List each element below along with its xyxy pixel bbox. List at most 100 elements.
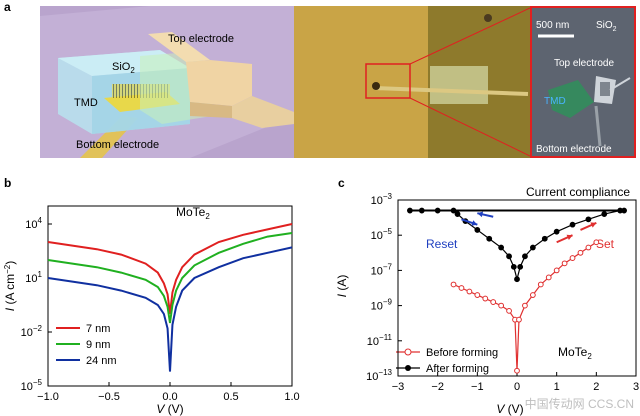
- set-arrow-top: [580, 221, 597, 231]
- y-tick-label: 10−3: [371, 192, 393, 207]
- data-point: [522, 302, 528, 309]
- x-tick-label: −0.5: [98, 391, 120, 403]
- data-point: [486, 235, 493, 242]
- data-point: [517, 263, 524, 270]
- label-scale-bar: 500 nm: [536, 20, 569, 31]
- panel-label-b: b: [4, 176, 12, 190]
- chart-b: MoTe2 V (V) I (A cm−2) 7 nm 9 nm 24 nm −…: [3, 205, 300, 416]
- data-point: [506, 307, 512, 314]
- y-tick-label: 10−13: [366, 368, 392, 383]
- label-top-electrode-sem: Top electrode: [554, 58, 614, 69]
- data-point: [537, 281, 544, 288]
- data-point: [529, 292, 536, 298]
- data-point: [601, 211, 608, 217]
- legend-item: Before forming: [426, 347, 498, 359]
- chart-c-legend: Before forming After forming: [396, 347, 498, 375]
- data-point: [498, 302, 505, 309]
- chart-b-title: MoTe2: [176, 205, 210, 221]
- annotation-reset: Reset: [426, 237, 458, 251]
- data-point: [553, 267, 560, 274]
- series-line: [47, 246, 293, 372]
- data-point: [506, 253, 512, 260]
- top-electrode: [148, 32, 210, 62]
- label-bottom-electrode-sem: Bottom electrode: [536, 144, 612, 155]
- data-point: [577, 249, 584, 256]
- data-point: [541, 235, 548, 242]
- device-schematic: Top electrode SiO2 TMD Bottom electrode: [40, 6, 294, 158]
- y-tick-label: 10−2: [21, 324, 43, 339]
- y-tick-label: 10−5: [21, 378, 43, 393]
- data-point: [490, 299, 497, 305]
- label-sio2-schematic: SiO2: [112, 61, 135, 75]
- data-point: [569, 255, 576, 261]
- data-point: [498, 244, 505, 251]
- plot-area: −1.0 −0.5 0.0 0.5 1.0 10−5 10−2 101 104: [21, 205, 300, 403]
- y-tick-label: 101: [25, 270, 42, 285]
- x-tick-label: −1.0: [37, 391, 59, 403]
- y-tick-label: 10−9: [371, 298, 393, 313]
- series-line: [47, 223, 293, 315]
- legend-item: 7 nm: [86, 323, 110, 335]
- data-point: [569, 221, 576, 228]
- label-top-electrode: Top electrode: [168, 33, 234, 45]
- label-sio2-sem: SiO2: [596, 20, 617, 33]
- data-point: [516, 316, 522, 323]
- y-tick-label: 10−5: [371, 227, 393, 242]
- legend-item: 24 nm: [86, 355, 117, 367]
- chart-b-ylabel: I (A cm−2): [3, 261, 17, 311]
- x-tick-label: 0.5: [223, 391, 238, 403]
- label-tmd-sem: TMD: [544, 96, 566, 107]
- data-point: [474, 227, 481, 233]
- chart-c-ylabel: I (A): [335, 275, 349, 298]
- data-point: [522, 253, 528, 260]
- reset-arrow-top: [477, 211, 494, 218]
- label-bottom-electrode: Bottom electrode: [76, 139, 159, 151]
- data-point: [454, 211, 461, 217]
- reset-arrow-bottom: [461, 218, 478, 226]
- data-point: [514, 367, 520, 374]
- data-point: [553, 228, 560, 235]
- x-tick-label: −1: [471, 381, 484, 393]
- data-point: [450, 281, 457, 288]
- tmd-flake: [548, 80, 594, 118]
- data-point: [466, 288, 473, 295]
- panel-label-c: c: [338, 176, 345, 190]
- data-point: [474, 292, 481, 298]
- plot-area: −3 −2 −1 0 1 2 3 10−13 10−11 10−9 10−7 10−5 10−3: [366, 192, 639, 393]
- label-tmd-schematic: TMD: [74, 97, 98, 109]
- legend-item: After forming: [426, 363, 489, 375]
- set-arrow-bottom: [556, 234, 573, 244]
- legend-item: 9 nm: [86, 339, 110, 351]
- x-tick-label: −3: [392, 381, 405, 393]
- data-point: [545, 274, 552, 281]
- data-point: [510, 263, 517, 270]
- y-tick-label: 104: [25, 216, 42, 231]
- chart-b-legend: 7 nm 9 nm 24 nm: [56, 323, 117, 367]
- data-point: [585, 244, 592, 251]
- optical-micrograph: [294, 6, 530, 158]
- annotation-compliance: Current compliance: [526, 185, 630, 199]
- chart-c-title: MoTe2: [558, 345, 592, 361]
- chart-c-xlabel: V (V): [496, 402, 523, 416]
- y-tick-label: 10−11: [367, 333, 393, 348]
- series-line: [47, 232, 293, 324]
- data-point: [593, 239, 600, 246]
- annotation-set: Set: [596, 237, 615, 251]
- x-tick-label: −2: [431, 381, 444, 393]
- panel-label-a: a: [4, 0, 11, 14]
- data-point: [561, 260, 568, 267]
- x-tick-label: 3: [633, 381, 639, 393]
- chart-c: Current compliance Reset Set MoTe2 V (V)…: [335, 185, 639, 416]
- data-point: [585, 216, 592, 223]
- data-point: [529, 244, 536, 251]
- sem-image: 500 nm SiO2 Top electrode TMD Bottom ele…: [530, 6, 636, 158]
- data-point: [514, 276, 520, 283]
- x-tick-label: 1.0: [284, 391, 299, 403]
- x-tick-label: 0: [514, 381, 520, 393]
- watermark: 中国传动网 CCS.CN: [524, 397, 634, 411]
- zoom-box: [365, 63, 411, 99]
- x-tick-label: 2: [593, 381, 599, 393]
- data-point: [482, 295, 489, 302]
- chart-b-xlabel: V (V): [156, 402, 183, 416]
